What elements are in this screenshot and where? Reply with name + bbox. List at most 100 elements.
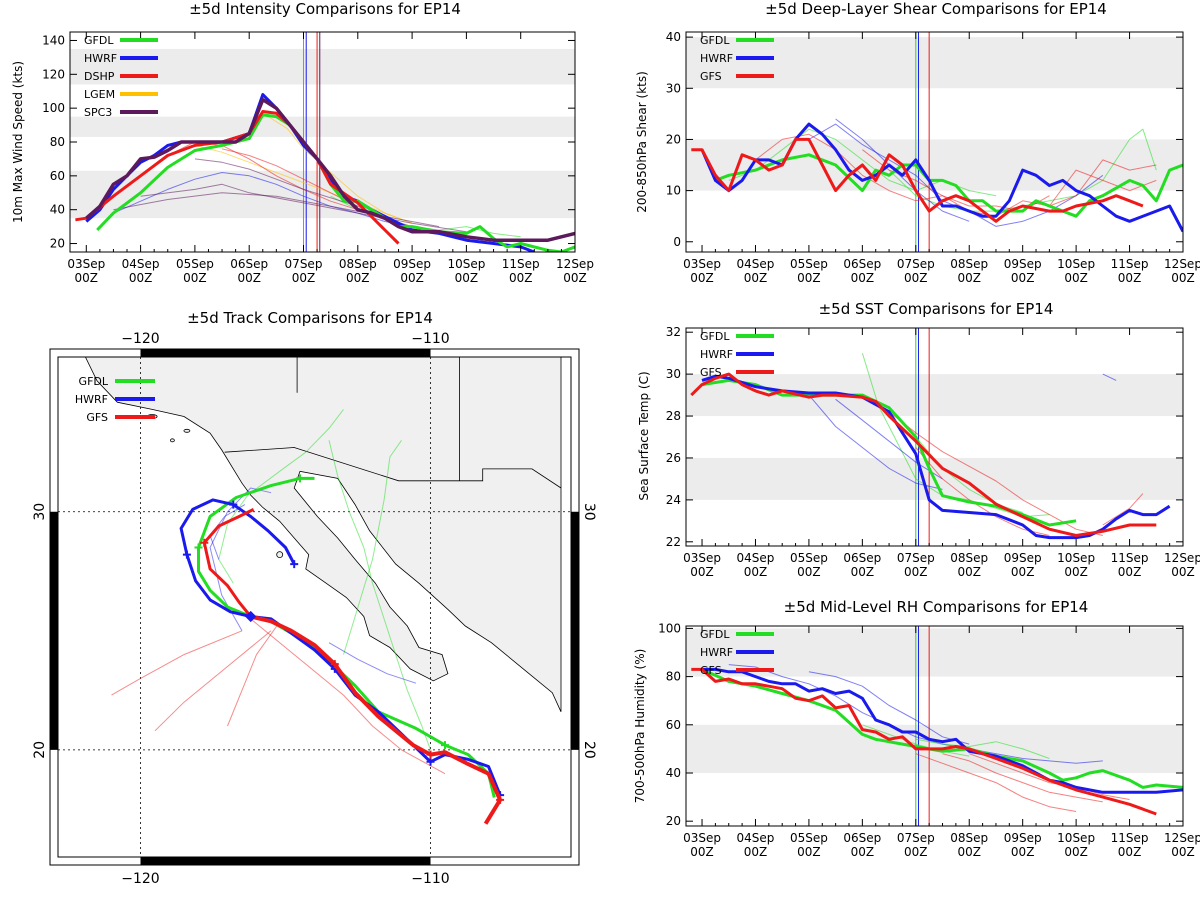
series-line-gfs <box>691 137 1144 223</box>
x-hour-label: 00Z <box>957 565 981 579</box>
y-tick-label: 22 <box>666 535 681 549</box>
x-date-label: 08Sep <box>950 831 988 845</box>
legend-label: GFS <box>700 366 722 379</box>
legend-label: HWRF <box>700 52 733 65</box>
series-group <box>690 328 1171 546</box>
x-hour-label: 00Z <box>797 565 821 579</box>
x-hour-label: 00Z <box>797 271 821 285</box>
ensemble-member-line <box>915 738 1050 759</box>
ensemble-member-line <box>835 118 970 222</box>
series-line-gfs <box>690 372 1157 537</box>
y-tick-label: 20 <box>666 132 681 146</box>
x-date-label: 07Sep <box>897 551 935 565</box>
country-border <box>224 447 562 489</box>
lat-label: 20 <box>581 741 597 759</box>
lon-label: −110 <box>411 871 449 887</box>
y-tick-label: 60 <box>50 169 65 183</box>
track-position-marker <box>426 750 435 759</box>
x-hour-label: 00Z <box>237 271 261 285</box>
map-outer-frame <box>49 348 580 866</box>
x-hour-label: 00Z <box>1064 845 1088 859</box>
x-date-label: 06Sep <box>843 551 881 565</box>
x-hour-label: 00Z <box>1011 565 1035 579</box>
sst-panel: ±5d SST Comparisons for EP14 22 24 26 28 30 3… <box>637 300 1200 579</box>
x-hour-label: 00Z <box>292 271 316 285</box>
ensemble-member-line <box>888 411 1103 536</box>
legend-label: GFS <box>86 411 108 424</box>
x-date-label: 09Sep <box>1004 551 1042 565</box>
track-position-marker <box>194 543 203 552</box>
track-position-marker <box>441 741 449 750</box>
x-hour-label: 00Z <box>183 271 207 285</box>
lat-label: 30 <box>32 503 48 521</box>
y-tick-label: 40 <box>50 203 65 217</box>
shaded-band <box>70 170 575 219</box>
x-date-label: 11Sep <box>1111 257 1149 271</box>
ensemble-member-line <box>808 671 970 745</box>
track-title: ±5d Track Comparisons for EP14 <box>187 309 433 327</box>
x-date-label: 05Sep <box>790 257 828 271</box>
x-hour-label: 00Z <box>1011 845 1035 859</box>
lon-label: −110 <box>411 331 449 347</box>
map-border-bar <box>50 511 58 750</box>
x-date-label: 08Sep <box>950 257 988 271</box>
y-tick-label: 0 <box>673 235 681 249</box>
sst-y-label: Sea Surface Temp (C) <box>637 371 651 500</box>
x-hour-label: 00Z <box>1171 845 1195 859</box>
shear-panel: ±5d Deep-Layer Shear Comparisons for EP1… <box>635 0 1200 285</box>
x-date-label: 03Sep <box>683 257 721 271</box>
plot-frame <box>685 31 1184 253</box>
sst-title: ±5d SST Comparisons for EP14 <box>819 300 1054 318</box>
x-date-label: 12Sep <box>556 257 594 271</box>
track-position-marker <box>296 474 304 483</box>
track-gfs <box>250 614 503 825</box>
x-date-label: 12Sep <box>1164 257 1200 271</box>
ensemble-member-line <box>1102 373 1117 381</box>
x-hour-label: 00Z <box>690 271 714 285</box>
x-hour-label: 00Z <box>904 565 928 579</box>
y-tick-label: 20 <box>50 237 65 251</box>
x-date-label: 03Sep <box>683 831 721 845</box>
legend-label: GFDL <box>700 34 730 47</box>
legend-label: SPC3 <box>84 106 112 119</box>
x-hour-label: 00Z <box>957 271 981 285</box>
ensemble-member-line <box>942 753 1103 803</box>
track-line <box>227 625 278 727</box>
shaded-band <box>70 116 575 137</box>
x-date-label: 11Sep <box>1111 551 1149 565</box>
x-date-label: 10Sep <box>1057 551 1095 565</box>
x-hour-label: 00Z <box>690 565 714 579</box>
rh-panel: ±5d Mid-Level RH Comparisons for EP14 20… <box>633 598 1200 859</box>
legend-label: LGEM <box>84 88 115 101</box>
intensity-plot: 2040608010012014003Sep00Z04Sep00Z05Sep00… <box>42 31 594 285</box>
series-line-dshp <box>75 110 400 245</box>
x-hour-label: 00Z <box>1011 271 1035 285</box>
x-date-label: 08Sep <box>339 257 377 271</box>
ensemble-member-line <box>915 753 1077 812</box>
x-hour-label: 00Z <box>744 271 768 285</box>
legend-label: HWRF <box>84 52 117 65</box>
ensemble-member-line <box>1102 493 1144 526</box>
map-border-bar <box>140 349 431 357</box>
x-date-label: 05Sep <box>176 257 214 271</box>
rh-y-label: 700-500hPa Humidity (%) <box>633 649 647 804</box>
y-tick-label: 30 <box>666 367 681 381</box>
sst-plot: 22242628303203Sep00Z04Sep00Z05Sep00Z06Se… <box>666 325 1200 579</box>
x-hour-label: 00Z <box>346 271 370 285</box>
ensemble-member-line <box>140 183 467 233</box>
intensity-y-label: 10m Max Wind Speed (kts) <box>11 61 25 223</box>
x-date-label: 10Sep <box>1057 257 1095 271</box>
shear-plot: 01020304003Sep00Z04Sep00Z05Sep00Z06Sep00… <box>666 30 1200 285</box>
x-date-label: 10Sep <box>447 257 485 271</box>
ensemble-member-line <box>194 158 358 207</box>
series-line-gfs <box>691 667 1157 816</box>
y-tick-label: 40 <box>666 766 681 780</box>
y-tick-label: 100 <box>658 621 681 635</box>
ensemble-member-line <box>728 664 1103 764</box>
x-date-label: 09Sep <box>1004 831 1042 845</box>
x-date-label: 07Sep <box>897 831 935 845</box>
x-hour-label: 00Z <box>851 271 875 285</box>
track-position-marker <box>182 550 191 559</box>
x-hour-label: 00Z <box>957 845 981 859</box>
